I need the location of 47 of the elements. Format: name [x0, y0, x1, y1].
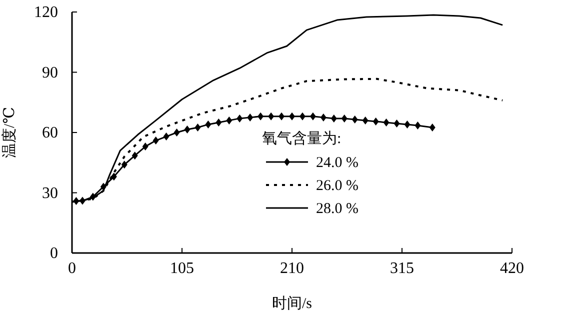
point — [194, 123, 201, 132]
y-tick-label: 120 — [34, 4, 58, 21]
y-tick-label: 90 — [42, 64, 58, 82]
point — [236, 114, 243, 122]
point — [278, 112, 285, 120]
legend-label: 24.0 % — [316, 155, 358, 171]
point — [132, 152, 138, 160]
point — [205, 120, 212, 128]
point — [310, 112, 316, 120]
y-tick-label: 30 — [42, 184, 58, 202]
point — [383, 118, 390, 126]
point — [110, 172, 117, 181]
point — [341, 114, 348, 122]
point — [320, 113, 326, 122]
point — [352, 115, 358, 124]
point — [394, 119, 400, 128]
point — [216, 118, 222, 126]
point — [268, 112, 274, 120]
x-tick-label: 0 — [68, 260, 76, 277]
point — [414, 121, 421, 130]
x-tick-label: 315 — [390, 260, 414, 277]
point — [226, 116, 232, 124]
x-tick-label: 420 — [500, 260, 524, 277]
legend-label: 28.0 % — [316, 201, 358, 217]
point — [258, 112, 264, 120]
point — [289, 112, 295, 120]
point — [184, 125, 190, 134]
legend-label: 26.0 % — [316, 178, 358, 194]
y-tick-label: 60 — [42, 124, 58, 142]
point — [404, 120, 410, 128]
y-tick-label: 0 — [50, 245, 58, 262]
point — [362, 116, 368, 124]
y-axis-title: 温度/℃ — [1, 107, 18, 158]
point — [330, 114, 337, 122]
x-axis-title: 时间/s — [272, 295, 312, 312]
point — [121, 160, 128, 169]
point — [174, 128, 180, 136]
x-tick-label: 210 — [280, 260, 304, 277]
point — [299, 112, 306, 120]
point — [247, 113, 254, 122]
x-tick-label: 105 — [170, 260, 194, 277]
point — [163, 132, 170, 141]
legend-title: 氧气含量为: — [262, 130, 342, 147]
point — [152, 136, 159, 145]
point — [429, 123, 436, 132]
point — [142, 142, 148, 151]
point — [372, 117, 379, 126]
